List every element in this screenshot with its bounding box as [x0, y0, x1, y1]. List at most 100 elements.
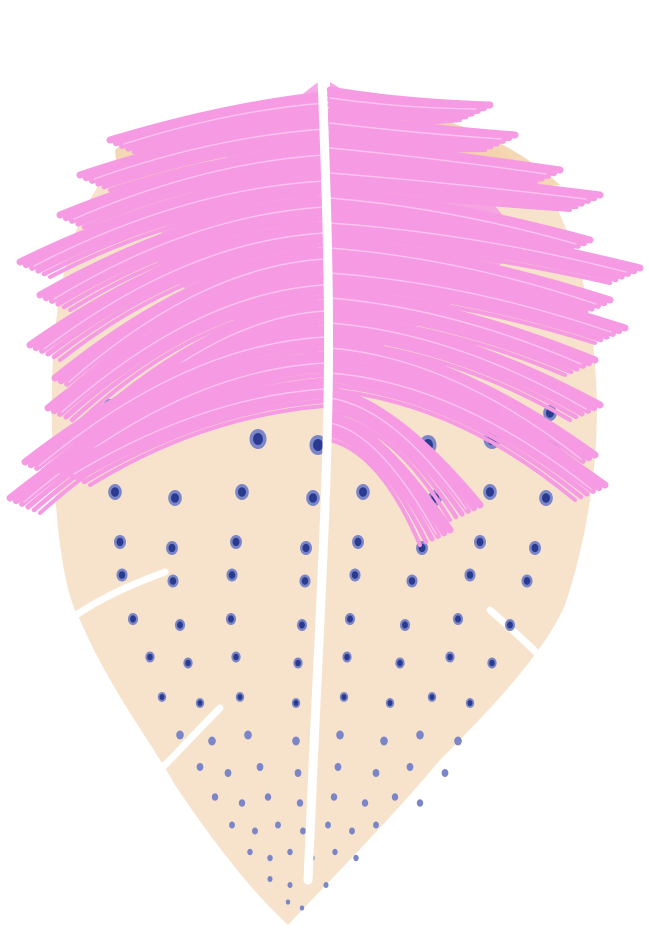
barb-right: [326, 361, 609, 489]
spot-core: [233, 653, 239, 661]
spot: [300, 827, 306, 835]
barb-left: [106, 91, 328, 144]
spot-core: [402, 621, 408, 629]
spot-core: [169, 577, 177, 585]
vane-split-right: [486, 606, 552, 669]
spot: [267, 876, 273, 882]
spot: [292, 736, 300, 746]
barb-highlight-right: [329, 297, 582, 365]
barb-left: [34, 336, 327, 471]
spot-core: [476, 537, 484, 547]
barb-right: [326, 136, 564, 174]
barb-right: [326, 211, 644, 272]
barb-left: [56, 377, 328, 474]
barb-left: [64, 258, 327, 387]
barb-left: [69, 294, 327, 423]
spot: [208, 736, 216, 746]
barb-left: [112, 96, 328, 147]
spot-core: [118, 571, 126, 579]
spot: [264, 793, 272, 801]
barb-right: [326, 236, 614, 304]
barb-left: [49, 206, 327, 304]
barb-highlight-right: [329, 172, 587, 200]
spot: [299, 905, 305, 911]
quill: [303, 73, 334, 885]
barb-right: [327, 277, 610, 340]
spot-core: [455, 615, 461, 623]
spot-core: [130, 615, 136, 623]
barb-right: [327, 232, 619, 283]
barb-highlight-right: [329, 247, 597, 305]
spot: [211, 793, 219, 801]
spot-core: [299, 621, 305, 629]
spot: [256, 763, 264, 771]
spot-core: [197, 700, 203, 706]
spot: [406, 763, 414, 771]
barb-right: [327, 152, 545, 182]
barb-left: [95, 133, 327, 187]
spot: [336, 730, 344, 740]
spot-core: [295, 659, 301, 667]
pink-barbs: [6, 82, 644, 547]
barb-left: [32, 226, 328, 352]
barb-highlight-left: [33, 180, 325, 267]
barb-right: [327, 222, 631, 277]
barb-left: [89, 128, 327, 184]
barb-right: [326, 311, 604, 409]
barb-left: [70, 263, 327, 390]
barb-right: [327, 332, 579, 420]
barb-left: [29, 180, 327, 271]
spot: [416, 799, 424, 807]
barb-left: [62, 382, 328, 477]
barb-left: [57, 284, 327, 417]
barb-highlight-right: [329, 197, 577, 245]
spot-core: [313, 439, 323, 451]
barb-highlight-right: [329, 397, 467, 510]
barb-right: [326, 241, 608, 307]
spot-core: [232, 537, 240, 547]
barb-left: [81, 398, 327, 485]
spot-core: [293, 700, 299, 706]
barb-right: [327, 202, 575, 252]
spot: [267, 854, 273, 862]
barb-right: [327, 402, 465, 517]
barb-left: [69, 388, 327, 479]
spot-core: [467, 700, 473, 706]
barb-right: [326, 411, 454, 534]
barb-right: [326, 261, 629, 332]
barb-right: [326, 316, 598, 412]
barb-left: [40, 341, 327, 474]
spot-core: [354, 537, 362, 547]
spot-core: [486, 487, 494, 497]
barb-highlight-left: [43, 232, 325, 350]
barb-left: [57, 252, 328, 385]
barb-right: [326, 166, 598, 202]
barb-highlight-left: [38, 336, 325, 467]
barb-right: [326, 191, 588, 247]
barb-right: [327, 407, 459, 520]
barb-right: [327, 97, 481, 114]
spot-core: [301, 577, 309, 585]
spot-core: [185, 659, 191, 667]
barb-right: [326, 91, 488, 112]
barb-right: [326, 391, 478, 512]
barb-right: [326, 216, 638, 275]
barb-highlight-right: [329, 372, 592, 490]
barb-right: [326, 341, 593, 462]
spot: [285, 899, 291, 905]
spot-core: [147, 653, 153, 661]
barb-right: [327, 197, 581, 249]
barb-right: [327, 172, 591, 204]
spot-core: [302, 543, 310, 553]
barb-right: [326, 161, 604, 199]
spot-core: [228, 615, 234, 623]
barb-right: [326, 286, 599, 364]
spot: [353, 854, 359, 862]
barb-left: [76, 117, 328, 179]
spot-core: [531, 543, 539, 553]
spot: [196, 763, 204, 771]
barb-left: [26, 221, 328, 349]
spot-core: [542, 493, 550, 503]
barb-highlight-left: [53, 206, 325, 300]
barb-right: [326, 116, 513, 142]
